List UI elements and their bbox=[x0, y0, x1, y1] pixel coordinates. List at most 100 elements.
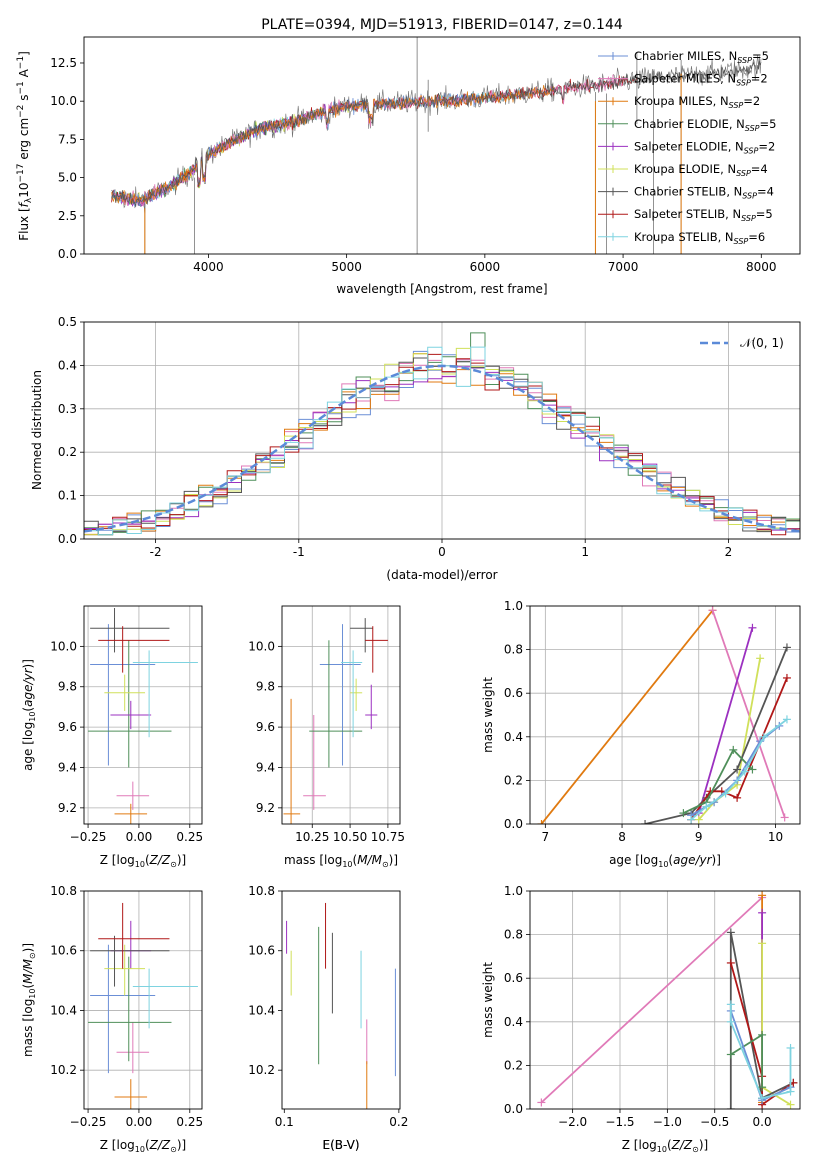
legend-label: Salpeter ELODIE, NSSP=2 bbox=[634, 139, 775, 155]
x-tick-label: 0.00 bbox=[126, 1115, 153, 1129]
y-tick-label: 0.8 bbox=[504, 928, 523, 942]
x-axis-label: Z [log10(Z/Z⊙)] bbox=[100, 853, 186, 869]
x-axis-label: Z [log10(Z/Z⊙)] bbox=[100, 1138, 186, 1154]
y-tick-label: 0.6 bbox=[504, 971, 523, 985]
y-tick-label: 0.4 bbox=[504, 730, 523, 744]
plot-area bbox=[111, 37, 762, 254]
y-tick-label: 2.5 bbox=[58, 209, 77, 223]
age-vs-metallicity-panel: −0.25 0.00 0.25 9.2 9.4 9.6 9.8 10.0 Z [log10(Z/… bbox=[21, 605, 203, 869]
x-tick-label: −1.5 bbox=[605, 1115, 634, 1129]
y-axis-label: mass weight bbox=[481, 677, 495, 753]
axes-frame bbox=[83, 605, 203, 825]
y-tick-label: 5.0 bbox=[58, 171, 77, 185]
x-axis-label: Z [log10(Z/Z⊙)] bbox=[622, 1138, 708, 1154]
y-tick-label: 0.8 bbox=[504, 643, 523, 657]
model-spectrum-line bbox=[111, 85, 555, 204]
plot-area bbox=[283, 618, 388, 824]
y-tick-label: 10.6 bbox=[50, 944, 77, 958]
x-tick-label: −0.25 bbox=[70, 1115, 107, 1129]
x-tick-label: −0.25 bbox=[70, 830, 107, 844]
residuals-histogram-panel: -2 -1 0 1 2 0.0 0.1 0.2 0.3 0.4 0.5 (data-model)/er… bbox=[30, 315, 801, 582]
axes-frame bbox=[281, 890, 401, 1110]
legend-label: Kroupa ELODIE, NSSP=4 bbox=[634, 162, 768, 178]
y-tick-label: 9.6 bbox=[256, 720, 275, 734]
axes-frame bbox=[529, 890, 801, 1110]
y-tick-label: 10.0 bbox=[50, 94, 77, 108]
y-tick-label: 9.8 bbox=[256, 680, 275, 694]
x-axis-label: E(B-V) bbox=[322, 1138, 359, 1152]
x-tick-label: 0.25 bbox=[176, 1115, 203, 1129]
y-tick-label: 7.5 bbox=[58, 132, 77, 146]
x-tick-label: 10.75 bbox=[371, 830, 405, 844]
y-tick-label: 0.3 bbox=[58, 402, 77, 416]
axes-frame bbox=[281, 605, 401, 825]
y-axis-label: mass [log10(M/M⊙)] bbox=[21, 943, 37, 1057]
y-tick-label: 0.4 bbox=[58, 358, 77, 372]
weight-series-line bbox=[683, 748, 754, 814]
plot-area bbox=[88, 902, 198, 1109]
y-tick-label: 12.5 bbox=[50, 56, 77, 70]
legend-label: Chabrier STELIB, NSSP=4 bbox=[634, 185, 774, 201]
x-tick-label: 4000 bbox=[193, 260, 224, 274]
x-tick-label: 7 bbox=[542, 830, 550, 844]
y-tick-label: 10.8 bbox=[50, 884, 77, 898]
y-tick-label: 0.2 bbox=[58, 445, 77, 459]
y-axis-label: Flux [fλ10−17 erg cm−2 s−1 A−1] bbox=[16, 51, 34, 241]
x-tick-label: 7000 bbox=[608, 260, 639, 274]
x-axis-label: E(B-V) bbox=[322, 1138, 359, 1152]
x-tick-label: 0.2 bbox=[389, 1115, 408, 1129]
x-tick-label: -1 bbox=[293, 545, 305, 559]
y-tick-label: 10.2 bbox=[248, 1063, 275, 1077]
weight-series-line bbox=[711, 610, 786, 818]
mass-vs-extinction-panel: 0.1 0.210.210.410.610.8E(B-V)E(B-V) bbox=[248, 884, 408, 1152]
axes-frame bbox=[83, 890, 203, 1110]
y-tick-label: 0.4 bbox=[504, 1015, 523, 1029]
legend-label: Kroupa MILES, NSSP=2 bbox=[634, 94, 760, 110]
legend-label: Kroupa STELIB, NSSP=6 bbox=[634, 230, 765, 246]
age-vs-mass-panel: 10.25 10.50 10.75 9.2 9.4 9.6 9.8 10.0 mass [log… bbox=[248, 605, 405, 869]
mass-vs-metallicity-panel: −0.25 0.00 0.25 10.2 10.4 10.6 10.8 Z [log10(Z/… bbox=[21, 884, 203, 1154]
mass-weight-vs-age-panel: 7 8 9 10 0.0 0.2 0.4 0.6 0.8 1.0 age [log10(age/yr… bbox=[481, 599, 801, 869]
x-tick-label: 10.50 bbox=[333, 830, 367, 844]
legend: Chabrier MILES, NSSP=5 Salpeter MILES, NS… bbox=[598, 49, 776, 246]
y-tick-label: 0.0 bbox=[504, 817, 523, 831]
x-tick-label: 9 bbox=[695, 830, 703, 844]
y-tick-label: 10.4 bbox=[50, 1003, 77, 1017]
x-axis-label: age [log10(age/yr)] bbox=[609, 853, 721, 869]
axes-frame bbox=[529, 605, 801, 825]
y-tick-label: 0.0 bbox=[58, 532, 77, 546]
y-tick-label: 9.6 bbox=[58, 720, 77, 734]
y-tick-label: 10.4 bbox=[248, 1003, 275, 1017]
normal-curve bbox=[84, 364, 800, 533]
x-tick-label: 6000 bbox=[470, 260, 501, 274]
x-tick-label: 2 bbox=[725, 545, 733, 559]
x-tick-label: 10 bbox=[768, 830, 783, 844]
y-tick-label: 10.0 bbox=[248, 639, 275, 653]
plot-area bbox=[537, 606, 791, 824]
x-axis-label: (data-model)/error bbox=[386, 568, 497, 582]
chart-title: PLATE=0394, MJD=51913, FIBERID=0147, z=0… bbox=[261, 17, 623, 33]
legend-label: Chabrier MILES, NSSP=5 bbox=[634, 49, 769, 65]
y-tick-label: 0.2 bbox=[504, 773, 523, 787]
plot-area bbox=[84, 332, 800, 539]
x-tick-label: −1.0 bbox=[653, 1115, 682, 1129]
legend: 𝒩(0, 1) bbox=[700, 336, 784, 350]
legend-label: Chabrier ELODIE, NSSP=5 bbox=[634, 117, 776, 133]
axes-frame bbox=[83, 321, 801, 540]
x-axis-label: wavelength [Angstrom, rest frame] bbox=[336, 282, 547, 296]
y-tick-label: 0.6 bbox=[504, 686, 523, 700]
y-tick-label: 0.0 bbox=[504, 1102, 523, 1116]
y-tick-label: 1.0 bbox=[504, 884, 523, 898]
x-tick-label: 0.0 bbox=[753, 1115, 772, 1129]
y-tick-label: 0.1 bbox=[58, 489, 77, 503]
plot-area bbox=[88, 608, 198, 824]
y-tick-label: 0.0 bbox=[58, 247, 77, 261]
y-tick-label: 0.5 bbox=[58, 315, 77, 329]
y-tick-label: 10.2 bbox=[50, 1063, 77, 1077]
y-tick-label: 10.6 bbox=[248, 944, 275, 958]
x-tick-label: 0 bbox=[438, 545, 446, 559]
y-tick-label: 9.4 bbox=[256, 760, 275, 774]
x-tick-label: 8 bbox=[618, 830, 626, 844]
